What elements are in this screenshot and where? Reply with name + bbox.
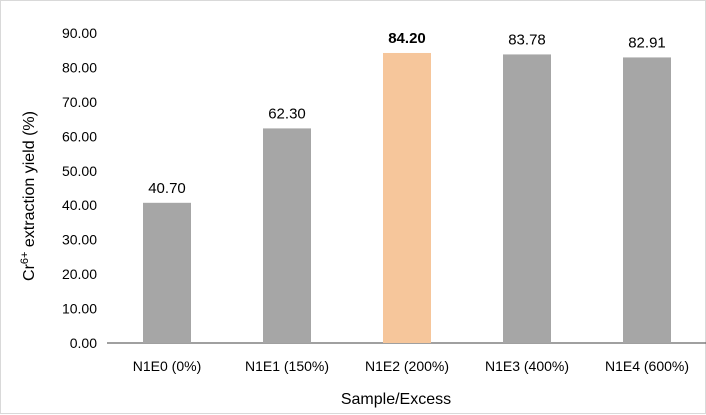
y-tick-label: 80.00 [62,59,97,75]
x-tick-label-2: N1E2 (200%) [365,358,449,374]
y-tick-label: 30.00 [62,232,97,248]
data-label-2: 84.20 [388,30,426,47]
bar-4 [623,57,671,343]
bars [143,52,671,344]
y-tick-label: 70.00 [62,94,97,110]
bar-0 [143,202,191,343]
y-axis-title-superscript: 6+ [19,252,31,265]
x-tick-label-1: N1E1 (150%) [245,358,329,374]
y-axis-title-rest: extraction yield (%) [21,111,38,252]
data-label-3: 83.78 [508,31,546,48]
data-label-1: 62.30 [268,105,306,122]
bar-1 [263,128,311,343]
x-axis-title: Sample/Excess [341,391,451,408]
bar-2 [383,52,431,343]
y-tick-label: 20.00 [62,266,97,282]
data-label-0: 40.70 [148,180,186,197]
data-labels: 40.70 62.30 84.20 83.78 82.91 [148,30,666,197]
x-axis-ticks: N1E0 (0%) N1E1 (150%) N1E2 (200%) N1E3 (400… [133,358,689,374]
y-axis-title: Cr6+ extraction yield (%) [19,111,38,281]
y-tick-label: 0.00 [70,335,97,351]
y-tick-label: 60.00 [62,128,97,144]
y-tick-label: 40.00 [62,197,97,213]
data-label-4: 82.91 [628,34,666,51]
y-tick-label: 90.00 [62,25,97,41]
bar-3 [503,54,551,344]
y-tick-label: 50.00 [62,163,97,179]
x-tick-label-0: N1E0 (0%) [133,358,201,374]
y-tick-label: 10.00 [62,301,97,317]
x-tick-label-4: N1E4 (600%) [605,358,689,374]
y-axis-title-base: Cr [21,263,38,281]
y-axis-ticks: 0.00 10.00 20.00 30.00 40.00 50.00 60.00 70.00 8… [62,25,97,351]
x-tick-label-3: N1E3 (400%) [485,358,569,374]
